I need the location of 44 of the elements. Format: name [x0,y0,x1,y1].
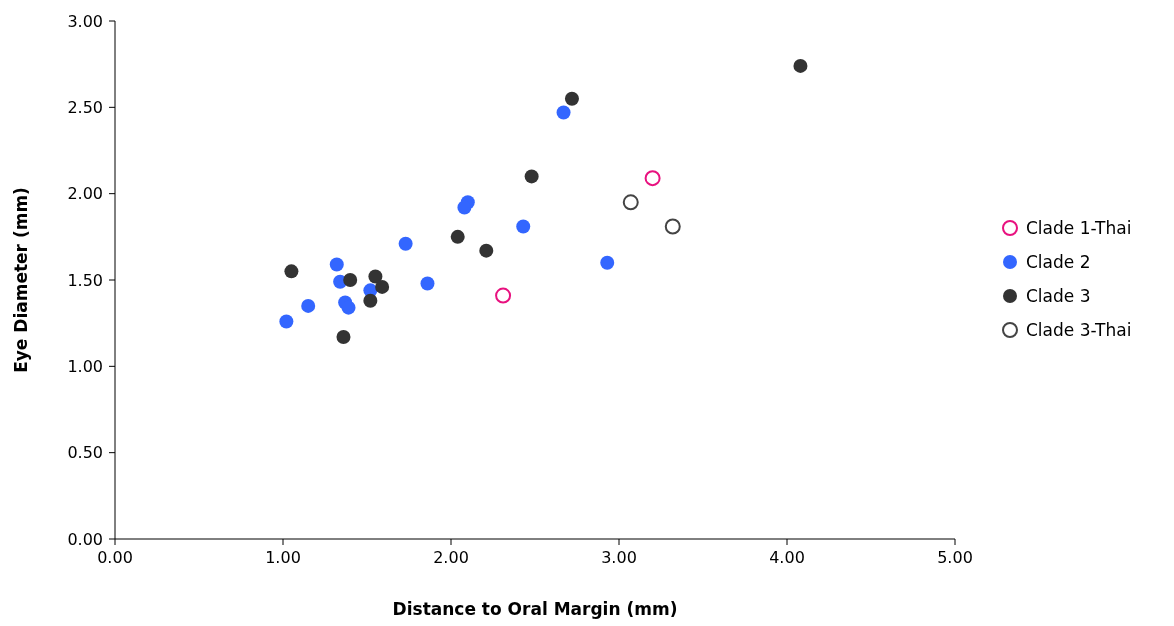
point [368,269,383,284]
point [564,91,579,106]
point [479,243,494,258]
point [664,218,681,235]
point [336,329,351,344]
legend-label: Clade 3-Thai [1026,319,1132,340]
x-tick-label: 5.00 [937,548,973,567]
y-tick-label: 2.00 [67,184,103,204]
point [363,293,378,308]
y-tick-label: 1.00 [67,356,103,376]
point [329,257,344,272]
point [284,264,299,279]
point [341,300,356,315]
legend-label: Clade 1-Thai [1026,217,1132,238]
x-axis-title: Distance to Oral Margin (mm) [392,599,678,619]
point [600,255,615,270]
point [457,200,472,215]
point [516,219,531,234]
point [343,273,358,287]
x-tick-label: 3.00 [601,548,637,567]
point [375,279,390,294]
point [622,194,639,211]
point [793,58,808,73]
point [279,314,294,329]
x-tick-label: 1.00 [265,548,301,567]
point [524,169,539,184]
point [644,170,661,187]
point [398,236,413,251]
x-tick-label: 4.00 [769,548,805,567]
legend-label: Clade 2 [1026,251,1091,272]
y-tick-label: 2.50 [67,97,103,117]
y-axis-title: Eye Diameter (mm) [11,187,31,373]
legend-label: Clade 3 [1026,285,1091,306]
y-tick-label: 0.50 [67,443,103,463]
y-tick-label: 1.50 [67,270,103,290]
point [495,287,512,304]
point [420,276,435,291]
y-tick-label: 3.00 [67,11,103,31]
point [450,229,465,244]
point [301,298,316,313]
y-tick-label: 0.00 [67,529,103,549]
x-tick-label: 0.00 [97,548,133,567]
x-tick-label: 2.00 [433,548,469,567]
point [556,105,571,120]
